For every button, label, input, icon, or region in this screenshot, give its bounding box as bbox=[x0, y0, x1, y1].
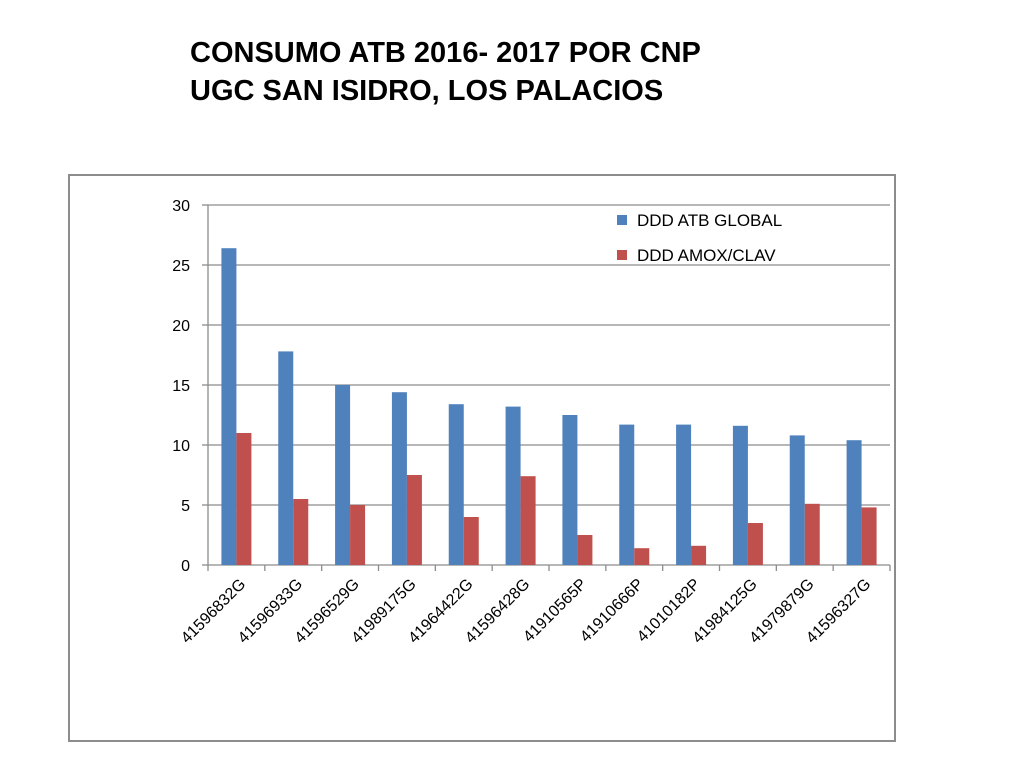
chart-title: CONSUMO ATB 2016- 2017 POR CNP UGC SAN I… bbox=[190, 34, 701, 110]
legend-swatch bbox=[617, 250, 627, 260]
bar-amox-clav bbox=[691, 545, 707, 565]
chart-title-line-1: CONSUMO ATB 2016- 2017 POR CNP bbox=[190, 37, 701, 69]
y-tick-label: 10 bbox=[172, 438, 190, 455]
bar-atb-global bbox=[335, 385, 351, 565]
bar-amox-clav bbox=[350, 505, 366, 565]
y-tick-label: 25 bbox=[172, 258, 190, 275]
bar-atb-global bbox=[221, 248, 237, 565]
y-tick-label: 0 bbox=[181, 558, 190, 575]
chart-frame bbox=[68, 174, 896, 742]
bar-amox-clav bbox=[463, 517, 479, 565]
bar-atb-global bbox=[278, 351, 294, 565]
bar-atb-global bbox=[676, 424, 692, 565]
y-tick-label: 20 bbox=[172, 318, 190, 335]
legend-label: DDD ATB GLOBAL bbox=[637, 211, 782, 230]
bar-atb-global bbox=[846, 440, 862, 565]
bar-amox-clav bbox=[804, 503, 820, 565]
bar-atb-global bbox=[619, 424, 635, 565]
bar-atb-global bbox=[732, 425, 748, 565]
bar-amox-clav bbox=[520, 476, 536, 565]
bar-amox-clav bbox=[293, 499, 309, 565]
y-tick-label: 5 bbox=[181, 498, 190, 515]
bar-amox-clav bbox=[747, 523, 763, 565]
chart-title-line-2: UGC SAN ISIDRO, LOS PALACIOS bbox=[190, 75, 664, 107]
bar-amox-clav bbox=[406, 475, 422, 565]
bar-atb-global bbox=[789, 435, 805, 565]
bar-atb-global bbox=[562, 415, 578, 565]
bar-amox-clav bbox=[634, 548, 650, 565]
bar-atb-global bbox=[391, 392, 407, 565]
legend-label: DDD AMOX/CLAV bbox=[637, 246, 776, 265]
legend-swatch bbox=[617, 215, 627, 225]
y-tick-label: 15 bbox=[172, 378, 190, 395]
bar-atb-global bbox=[505, 406, 521, 565]
bar-amox-clav bbox=[577, 535, 593, 565]
bar-amox-clav bbox=[861, 507, 877, 565]
bar-atb-global bbox=[448, 404, 464, 565]
y-tick-label: 30 bbox=[172, 198, 190, 215]
bar-amox-clav bbox=[236, 433, 252, 565]
